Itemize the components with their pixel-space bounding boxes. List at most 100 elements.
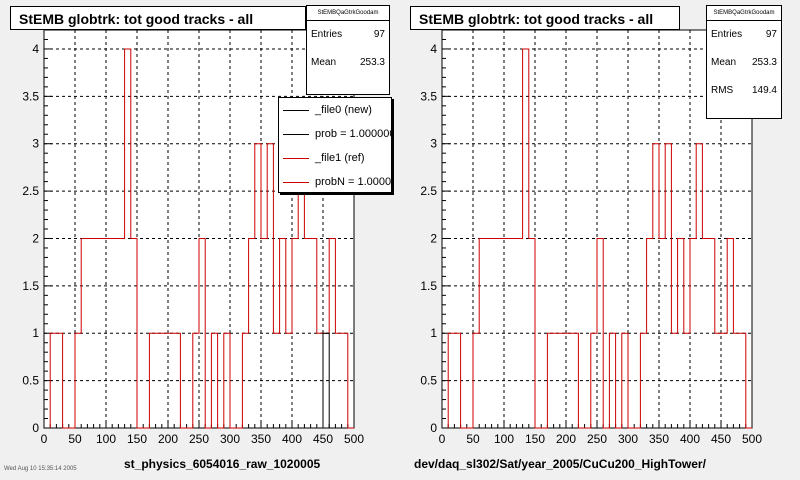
histogram-bin — [560, 333, 566, 428]
histogram-bin — [510, 238, 516, 428]
legend-label-prob: prob = 1.000000 — [315, 128, 392, 140]
right-title: StEMB globtrk: tot good tracks - all — [410, 6, 680, 30]
histogram-bin — [479, 238, 485, 428]
histogram-bin — [50, 333, 56, 428]
left-entries-value: 97 — [373, 29, 385, 40]
histogram-bin — [572, 333, 578, 428]
x-tick-label: 150 — [127, 432, 147, 446]
legend-label-new: _file0 (new) — [315, 104, 372, 116]
histogram-bin — [224, 333, 230, 428]
histogram-bin — [733, 333, 739, 428]
histogram-bin — [665, 144, 671, 428]
left-stats-box: StEMBQaGtrkGoodam Entries 97 Mean 253.3 — [306, 5, 390, 95]
left-mean-label: Mean — [311, 57, 337, 68]
histogram-bin — [273, 333, 279, 428]
right-stats-header: StEMBQaGtrkGoodam — [707, 6, 781, 21]
histogram-bin — [267, 144, 273, 428]
y-tick-label: 3.5 — [420, 89, 437, 103]
histogram-bin — [149, 333, 155, 428]
x-tick-label: 0 — [439, 432, 446, 446]
histogram-bin — [168, 333, 174, 428]
histogram-bin — [311, 238, 317, 428]
histogram-bin — [715, 333, 721, 428]
x-tick-label: 500 — [344, 432, 364, 446]
histogram-bin — [609, 333, 615, 428]
histogram-bin — [653, 144, 659, 428]
histogram-bin — [81, 238, 87, 428]
left-mean-value: 253.3 — [359, 57, 385, 68]
x-tick-label: 0 — [41, 432, 48, 446]
histogram-bin — [678, 238, 684, 428]
right-stats-entries: Entries 97 — [707, 21, 781, 49]
histogram-bin — [523, 49, 529, 428]
x-tick-label: 400 — [282, 432, 302, 446]
left-xlabel: st_physics_6054016_raw_1020005 — [124, 457, 321, 471]
histogram-bin — [87, 238, 93, 428]
histogram-bin — [702, 238, 708, 428]
y-tick-label: 2.5 — [420, 184, 437, 198]
histogram-bin — [640, 333, 646, 428]
y-tick-label: 3 — [430, 137, 437, 151]
y-tick-label: 0.5 — [22, 374, 39, 388]
x-tick-label: 50 — [466, 432, 480, 446]
x-tick-label: 450 — [711, 432, 731, 446]
histogram-bin — [156, 333, 162, 428]
histogram-bin — [242, 333, 248, 428]
histogram-bin — [554, 333, 560, 428]
histogram-bin — [671, 333, 677, 428]
histogram-bin — [721, 333, 727, 428]
legend-entry-probn: probN = 1.000000 — [279, 170, 392, 192]
y-tick-label: 1.5 — [22, 279, 39, 293]
right-stats-box: StEMBQaGtrkGoodam Entries 97 Mean 253.3 … — [706, 5, 782, 119]
histogram-bin — [106, 238, 112, 428]
x-tick-label: 500 — [742, 432, 762, 446]
y-tick-label: 1.5 — [420, 279, 437, 293]
histogram-bin — [504, 238, 510, 428]
right-rms-value: 149.4 — [751, 85, 777, 96]
histogram-bin — [131, 238, 137, 428]
x-tick-label: 350 — [649, 432, 669, 446]
y-tick-label: 4 — [32, 42, 39, 56]
series--file0-new--line — [316, 332, 336, 429]
y-tick-label: 0.5 — [420, 374, 437, 388]
y-tick-label: 2 — [430, 231, 437, 245]
x-tick-label: 250 — [587, 432, 607, 446]
right-mean-value: 253.3 — [751, 57, 777, 68]
right-rms-label: RMS — [711, 85, 734, 96]
histogram-bin — [286, 333, 292, 428]
right-entries-label: Entries — [711, 29, 743, 40]
histogram-bin — [112, 238, 118, 428]
histogram-bin — [125, 49, 131, 428]
histogram-bin — [659, 238, 665, 428]
histogram-bin — [696, 144, 702, 428]
histogram-bin — [498, 238, 504, 428]
left-stats-header: StEMBQaGtrkGoodam — [307, 6, 389, 21]
pad-1: 0 50 100 150 200 250 300 350 400 450 500 0 0.5 1 1.5 2 2… — [400, 0, 796, 480]
histogram-bin — [597, 238, 603, 428]
y-tick-label: 2 — [32, 231, 39, 245]
histogram-bin — [211, 333, 217, 428]
histogram-bin — [304, 238, 310, 428]
histogram-bin — [740, 333, 746, 428]
histogram-bin — [622, 333, 628, 428]
histogram-bin — [255, 144, 261, 428]
footer-timestamp: Wed Aug 10 15:35:14 2005 — [4, 466, 77, 472]
legend-entry-new: _file0 (new) — [279, 98, 391, 122]
legend-label-ref: _file1 (ref) — [315, 152, 365, 164]
left-stats-mean: Mean 253.3 — [307, 49, 389, 77]
x-tick-label: 100 — [96, 432, 116, 446]
left-title: StEMB globtrk: tot good tracks - all — [10, 6, 306, 30]
legend-entry-ref: _file1 (ref) — [279, 146, 391, 170]
histogram-bin — [647, 238, 653, 428]
histogram-bin — [56, 333, 62, 428]
histogram-bin — [335, 333, 341, 428]
x-tick-label: 250 — [189, 432, 209, 446]
histogram-bin — [591, 333, 597, 428]
histogram-bin — [292, 238, 298, 428]
histogram-bin — [100, 238, 106, 428]
histogram-bin — [199, 238, 205, 428]
legend-label-probn: probN = 1.000000 — [315, 176, 392, 188]
x-tick-label: 50 — [68, 432, 82, 446]
